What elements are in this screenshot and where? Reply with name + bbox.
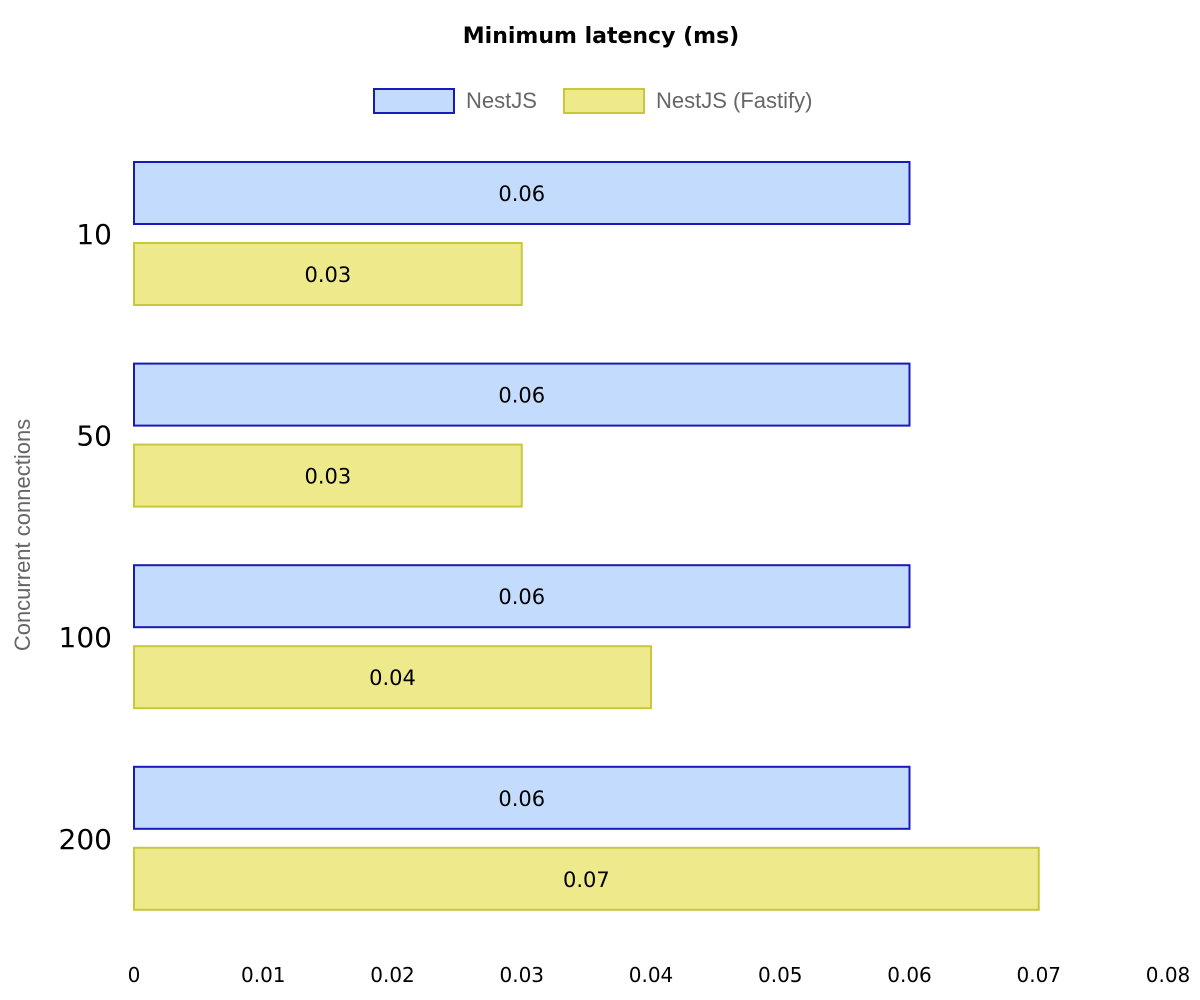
bar-value-label: 0.04 (369, 666, 416, 690)
legend-label-0: NestJS (466, 88, 537, 113)
x-tick-label: 0.08 (1146, 963, 1191, 987)
x-tick-label: 0.01 (241, 963, 286, 987)
x-tick-label: 0.04 (629, 963, 674, 987)
bar-value-label: 0.03 (304, 263, 351, 287)
bar-value-label: 0.06 (498, 384, 545, 408)
legend-swatch-1 (563, 88, 645, 114)
bar-0-1 (133, 362, 911, 427)
category-tick-label: 100 (59, 621, 112, 654)
bar-value-label: 0.03 (304, 465, 351, 489)
bar-0-3 (133, 765, 911, 830)
x-tick-label: 0.07 (1016, 963, 1061, 987)
category-tick-label: 10 (76, 218, 112, 251)
x-tick-label: 0 (128, 963, 141, 987)
bar-1-1 (133, 443, 523, 508)
category-tick-label: 200 (59, 823, 112, 856)
bar-value-label: 0.06 (498, 182, 545, 206)
x-tick-label: 0.02 (370, 963, 415, 987)
bar-1-3 (133, 846, 1040, 911)
chart-title: Minimum latency (ms) (463, 24, 739, 49)
legend-swatch-0 (373, 88, 455, 114)
bar-0-2 (133, 564, 911, 629)
legend: NestJS NestJS (Fastify) (373, 88, 812, 114)
legend-label-1: NestJS (Fastify) (656, 88, 812, 113)
bar-value-label: 0.07 (563, 868, 610, 892)
bar-value-label: 0.06 (498, 585, 545, 609)
category-ticks: 10 50 100 200 (59, 218, 112, 856)
bar-0-0 (133, 161, 911, 225)
bar-value-label: 0.06 (498, 787, 545, 811)
bar-1-2 (133, 645, 652, 710)
category-tick-label: 50 (76, 420, 112, 453)
bars: 0.06 0.03 0.06 0.03 0.06 0.04 0.06 0.07 (133, 161, 1040, 911)
x-axis-ticks: 0 0.01 0.02 0.03 0.04 0.05 0.06 0.07 0.08 (128, 963, 1191, 987)
bar-1-0 (133, 242, 523, 306)
y-axis-label: Concurrent connections (10, 419, 35, 651)
x-tick-label: 0.03 (499, 963, 544, 987)
x-tick-label: 0.05 (758, 963, 803, 987)
x-tick-label: 0.06 (887, 963, 932, 987)
